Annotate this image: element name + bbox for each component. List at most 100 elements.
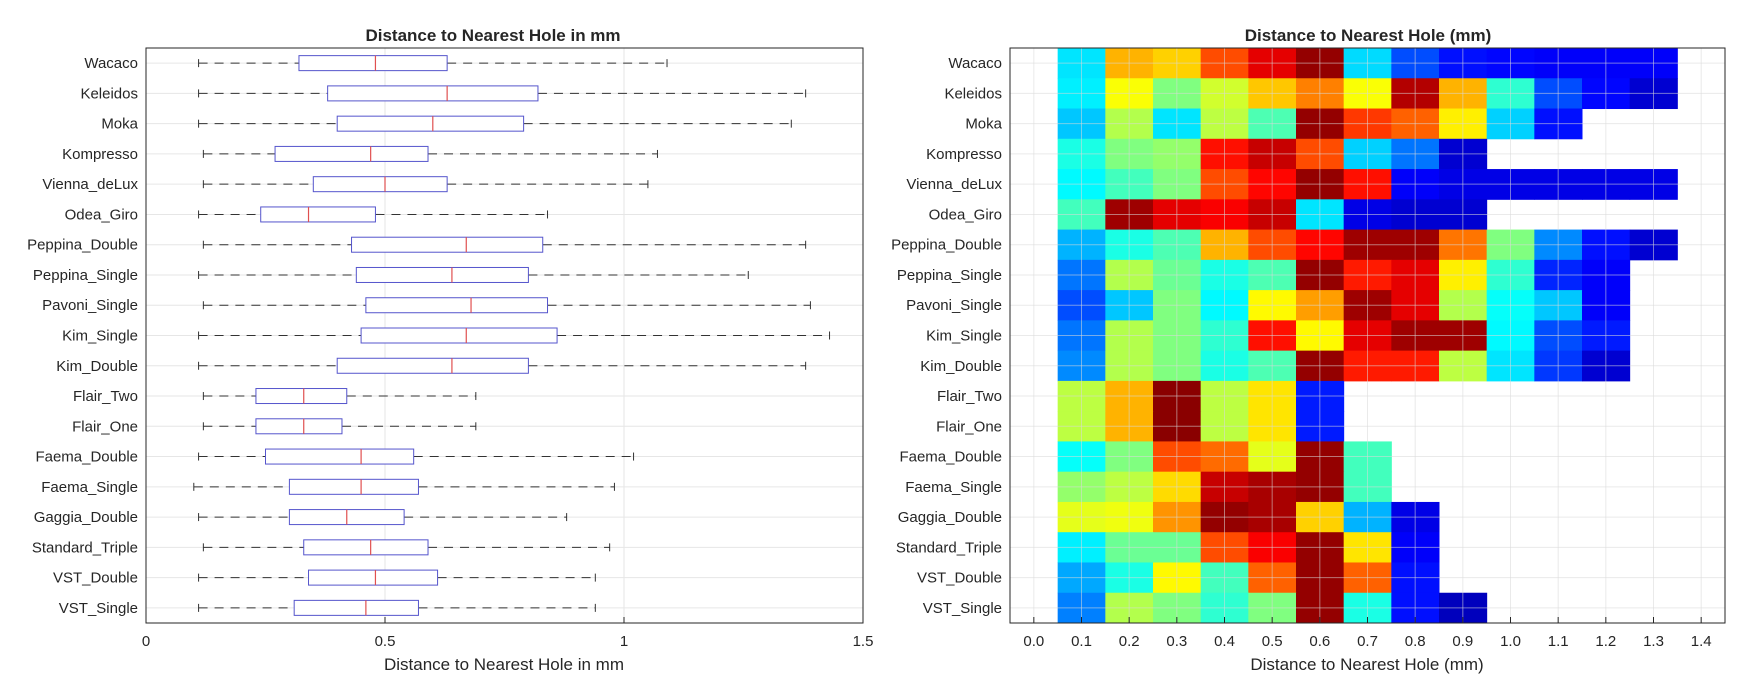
boxplot-box-Gaggia_Double: [198, 509, 568, 526]
heatmap-category-label: Faema_Double: [899, 449, 1002, 466]
heatmap-category-label: Peppina_Single: [897, 267, 1002, 284]
boxplot-category-label: Kim_Double: [56, 358, 138, 375]
boxplot-category-label: Faema_Single: [41, 479, 138, 496]
boxplot-category-label: Gaggia_Double: [34, 509, 138, 526]
boxplot-box-Odea_Giro: [198, 206, 549, 223]
boxplot-box-Kim_Double: [198, 357, 807, 374]
iqr-box: [355, 266, 529, 283]
heatmap-category-label: Wacaco: [948, 55, 1002, 72]
iqr-box: [274, 145, 429, 162]
heatmap-category-label: VST_Double: [917, 570, 1002, 587]
heatmap-category-label: Peppina_Double: [891, 237, 1002, 254]
heatmap-x-tick-label: 0.0: [1023, 633, 1044, 650]
boxplot-box-Moka: [198, 115, 792, 132]
boxplot-x-ticks: 0 0.5 1 1.5: [142, 617, 874, 650]
boxplot-category-label: VST_Single: [59, 600, 138, 617]
heatmap-x-tick-label: 1.1: [1548, 633, 1569, 650]
heatmap-x-tick-label: 0.6: [1309, 633, 1330, 650]
heatmap-category-label: Moka: [965, 116, 1002, 133]
boxplot-panel: Distance to Nearest Hole in mm Wacaco Kel…: [27, 26, 873, 674]
heatmap-category-label: Vienna_deLux: [906, 176, 1002, 193]
boxplot-category-label: Keleidos: [80, 85, 138, 102]
heatmap-x-tick-label: 1.4: [1691, 633, 1712, 650]
heatmap-category-label: Pavoni_Single: [906, 297, 1002, 314]
iqr-box: [255, 388, 348, 405]
heatmap-category-label: Standard_Triple: [896, 539, 1002, 556]
boxplot-boxes: [193, 55, 831, 616]
iqr-box: [336, 357, 529, 374]
heatmap-x-tick-label: 0.1: [1071, 633, 1092, 650]
heatmap-x-tick-label: 0.8: [1405, 633, 1426, 650]
boxplot-box-Vienna_deLux: [202, 176, 649, 193]
heatmap-category-label: Faema_Single: [905, 479, 1002, 496]
heatmap-category-label: Gaggia_Double: [898, 509, 1002, 526]
iqr-box: [365, 297, 549, 314]
boxplot-category-label: Odea_Giro: [65, 206, 138, 223]
heatmap-category-label: Keleidos: [944, 85, 1002, 102]
boxplot-category-label: Vienna_deLux: [42, 176, 138, 193]
boxplot-category-label: Moka: [101, 116, 138, 133]
heatmap-category-label: VST_Single: [923, 600, 1002, 617]
iqr-box: [312, 176, 448, 193]
boxplot-x-tick-label: 1: [620, 633, 628, 650]
iqr-box: [351, 236, 544, 253]
boxplot-box-Faema_Single: [193, 478, 615, 495]
heatmap-x-tick-label: 0.3: [1166, 633, 1187, 650]
heatmap-category-label: Flair_Two: [937, 388, 1002, 405]
heatmap-category-label: Kim_Double: [920, 358, 1002, 375]
boxplot-category-label: Kompresso: [62, 146, 138, 163]
iqr-box: [336, 115, 525, 132]
heatmap-category-label: Odea_Giro: [929, 206, 1002, 223]
boxplot-category-label: Flair_One: [72, 418, 138, 435]
boxplot-category-label: VST_Double: [53, 570, 138, 587]
boxplot-box-Faema_Double: [198, 448, 635, 465]
heatmap-x-tick-label: 0.7: [1357, 633, 1378, 650]
heatmap-x-tick-label: 0.4: [1214, 633, 1235, 650]
boxplot-category-label: Wacaco: [84, 55, 138, 72]
heatmap-category-label: Kompresso: [926, 146, 1002, 163]
boxplot-category-label: Standard_Triple: [32, 539, 138, 556]
heatmap-x-axis-label: Distance to Nearest Hole (mm): [1250, 655, 1483, 674]
heatmap-category-label: Kim_Single: [926, 328, 1002, 345]
boxplot-box-Flair_Two: [202, 388, 477, 405]
iqr-box: [327, 85, 539, 102]
boxplot-x-axis-label: Distance to Nearest Hole in mm: [384, 655, 624, 674]
iqr-box: [360, 327, 558, 344]
heatmap-x-tick-label: 0.9: [1452, 633, 1473, 650]
boxplot-box-Kim_Single: [198, 327, 831, 344]
boxplot-category-labels: Wacaco Keleidos Moka Kompresso Vienna_deLux O…: [27, 55, 139, 617]
iqr-box: [298, 55, 448, 72]
heatmap-title: Distance to Nearest Hole (mm): [1245, 26, 1492, 45]
boxplot-box-Peppina_Double: [202, 236, 807, 253]
boxplot-x-tick-label: 1.5: [853, 633, 874, 650]
boxplot-category-label: Kim_Single: [62, 328, 138, 345]
boxplot-x-tick-label: 0: [142, 633, 150, 650]
boxplot-category-label: Peppina_Single: [33, 267, 138, 284]
iqr-box: [265, 448, 415, 465]
heatmap-x-tick-label: 1.2: [1595, 633, 1616, 650]
heatmap-x-tick-label: 0.2: [1119, 633, 1140, 650]
iqr-box: [260, 206, 376, 223]
heatmap-x-ticks: 0.0 0.1 0.2 0.3 0.4 0.5 0.6 0.7 0.8 0.9 1.0 1.1 1.2 1…: [1023, 617, 1712, 650]
iqr-box: [303, 539, 429, 556]
iqr-box: [255, 418, 343, 435]
boxplot-category-label: Peppina_Double: [27, 237, 138, 254]
heatmap-category-labels: Wacaco Keleidos Moka Kompresso Vienna_deLux O…: [891, 55, 1003, 617]
boxplot-title: Distance to Nearest Hole in mm: [365, 26, 620, 45]
boxplot-box-VST_Double: [198, 569, 596, 586]
heatmap-category-label: Flair_One: [936, 418, 1002, 435]
boxplot-category-label: Pavoni_Single: [42, 297, 138, 314]
iqr-box: [308, 569, 439, 586]
heatmap-x-tick-label: 1.3: [1643, 633, 1664, 650]
boxplot-box-Pavoni_Single: [202, 297, 811, 314]
boxplot-box-VST_Single: [198, 599, 596, 616]
boxplot-box-Flair_One: [202, 418, 477, 435]
boxplot-x-tick-label: 0.5: [375, 633, 396, 650]
boxplot-box-Wacaco: [198, 55, 668, 72]
heatmap-x-tick-label: 0.5: [1262, 633, 1283, 650]
iqr-box: [288, 478, 419, 495]
boxplot-category-label: Flair_Two: [73, 388, 138, 405]
heatmap-panel: Distance to Nearest Hole (mm) Wacaco Kele…: [891, 26, 1726, 674]
boxplot-box-Standard_Triple: [202, 539, 611, 556]
